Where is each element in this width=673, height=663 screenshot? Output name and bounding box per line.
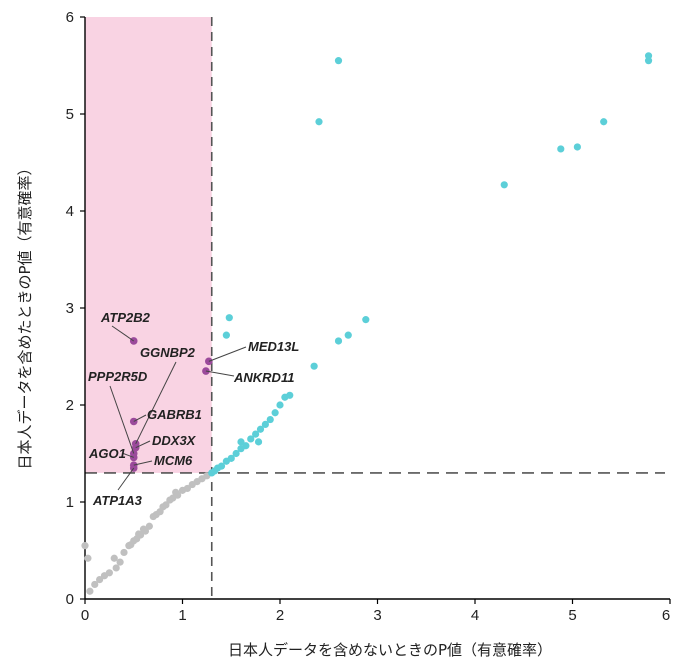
gene-leader-line [208, 346, 247, 362]
highlighted-gene-point [205, 357, 213, 366]
data-point [141, 527, 150, 535]
data-point [334, 337, 343, 345]
data-point [86, 587, 94, 595]
y-tick-label: 0 [66, 591, 74, 608]
y-tick-label: 2 [66, 397, 74, 414]
x-tick-label: 2 [276, 607, 284, 624]
y-tick-label: 1 [66, 494, 74, 511]
data-point [573, 143, 581, 151]
gene-label: GABRB1 [147, 407, 202, 422]
gene-leader-line [133, 460, 153, 466]
x-tick-label: 4 [471, 607, 479, 624]
data-point [252, 430, 260, 438]
data-point [225, 314, 233, 322]
gene-labels: ATP2B2 GGNBP2 PPP2R5D GABRB1 DDX3X AGO1 MCM6 AT… [88, 310, 299, 508]
data-point [116, 558, 124, 566]
gene-label: AGO1 [88, 446, 126, 461]
x-tick-label: 5 [568, 607, 576, 624]
data-point [96, 576, 104, 584]
y-tick-label: 5 [66, 106, 74, 123]
data-point [256, 425, 265, 433]
highlighted-gene-point [129, 337, 138, 345]
data-point [276, 401, 284, 409]
gene-leader-line [133, 414, 147, 422]
data-point [120, 548, 128, 557]
gene-leader-line [135, 440, 151, 449]
threshold-lines [85, 17, 665, 599]
gene-leader-line [117, 467, 135, 491]
data-point [286, 391, 294, 399]
x-tick-label: 3 [373, 607, 381, 624]
data-point [334, 57, 343, 65]
data-point [344, 331, 352, 339]
gene-leader-line [111, 325, 135, 342]
data-point [110, 554, 118, 562]
data-point [217, 462, 226, 470]
data-point [183, 484, 191, 493]
data-point [310, 362, 318, 370]
data-point [557, 145, 565, 153]
data-point [315, 118, 323, 126]
highlight-region [85, 17, 212, 473]
data-point [247, 435, 255, 443]
data-point [254, 438, 263, 446]
data-point [237, 438, 245, 446]
gene-leader-line [109, 385, 135, 454]
x-axis-label: 日本人データを含めないときのP値（有意確率） [228, 641, 552, 659]
y-axis-label: 日本人データを含めたときのP値（有意確率） [16, 160, 34, 469]
y-tick-label: 4 [66, 203, 74, 220]
data-points [81, 52, 653, 595]
gene-leader-line [121, 452, 134, 458]
gene-leader-line [205, 370, 235, 377]
data-point [105, 569, 113, 577]
x-tick-label: 6 [662, 607, 670, 624]
data-point [271, 409, 279, 417]
data-point [145, 522, 153, 530]
gene-leader-line [135, 361, 177, 445]
gene-label: MED13L [248, 339, 299, 354]
axes: 0 1 2 3 4 5 6 0 1 2 3 4 5 6 [66, 9, 671, 624]
data-point [644, 52, 653, 60]
data-point [162, 501, 170, 509]
data-point [136, 531, 145, 539]
data-point [81, 542, 89, 550]
data-point [227, 454, 235, 462]
gene-label: MCM6 [154, 453, 193, 468]
gene-label: DDX3X [152, 433, 197, 448]
data-point [112, 564, 120, 572]
data-point [232, 449, 240, 458]
data-point [91, 580, 99, 589]
gene-label: PPP2R5D [88, 369, 148, 384]
data-point [266, 415, 274, 424]
data-point [222, 331, 230, 339]
highlight-region-layer [85, 17, 212, 473]
gene-label: ANKRD11 [233, 370, 294, 385]
gene-label: ATP2B2 [100, 310, 151, 325]
data-point [242, 442, 250, 450]
data-point [84, 554, 92, 562]
gene-label: GGNBP2 [140, 345, 196, 360]
y-tick-label: 6 [66, 9, 74, 26]
data-point [172, 488, 180, 496]
gene-label: ATP1A3 [92, 493, 143, 508]
data-point [362, 316, 370, 324]
x-tick-label: 1 [178, 607, 186, 624]
data-point [261, 420, 269, 428]
x-tick-label: 0 [81, 607, 89, 624]
data-point [600, 118, 608, 126]
y-tick-label: 3 [66, 300, 74, 317]
data-point [500, 181, 508, 189]
